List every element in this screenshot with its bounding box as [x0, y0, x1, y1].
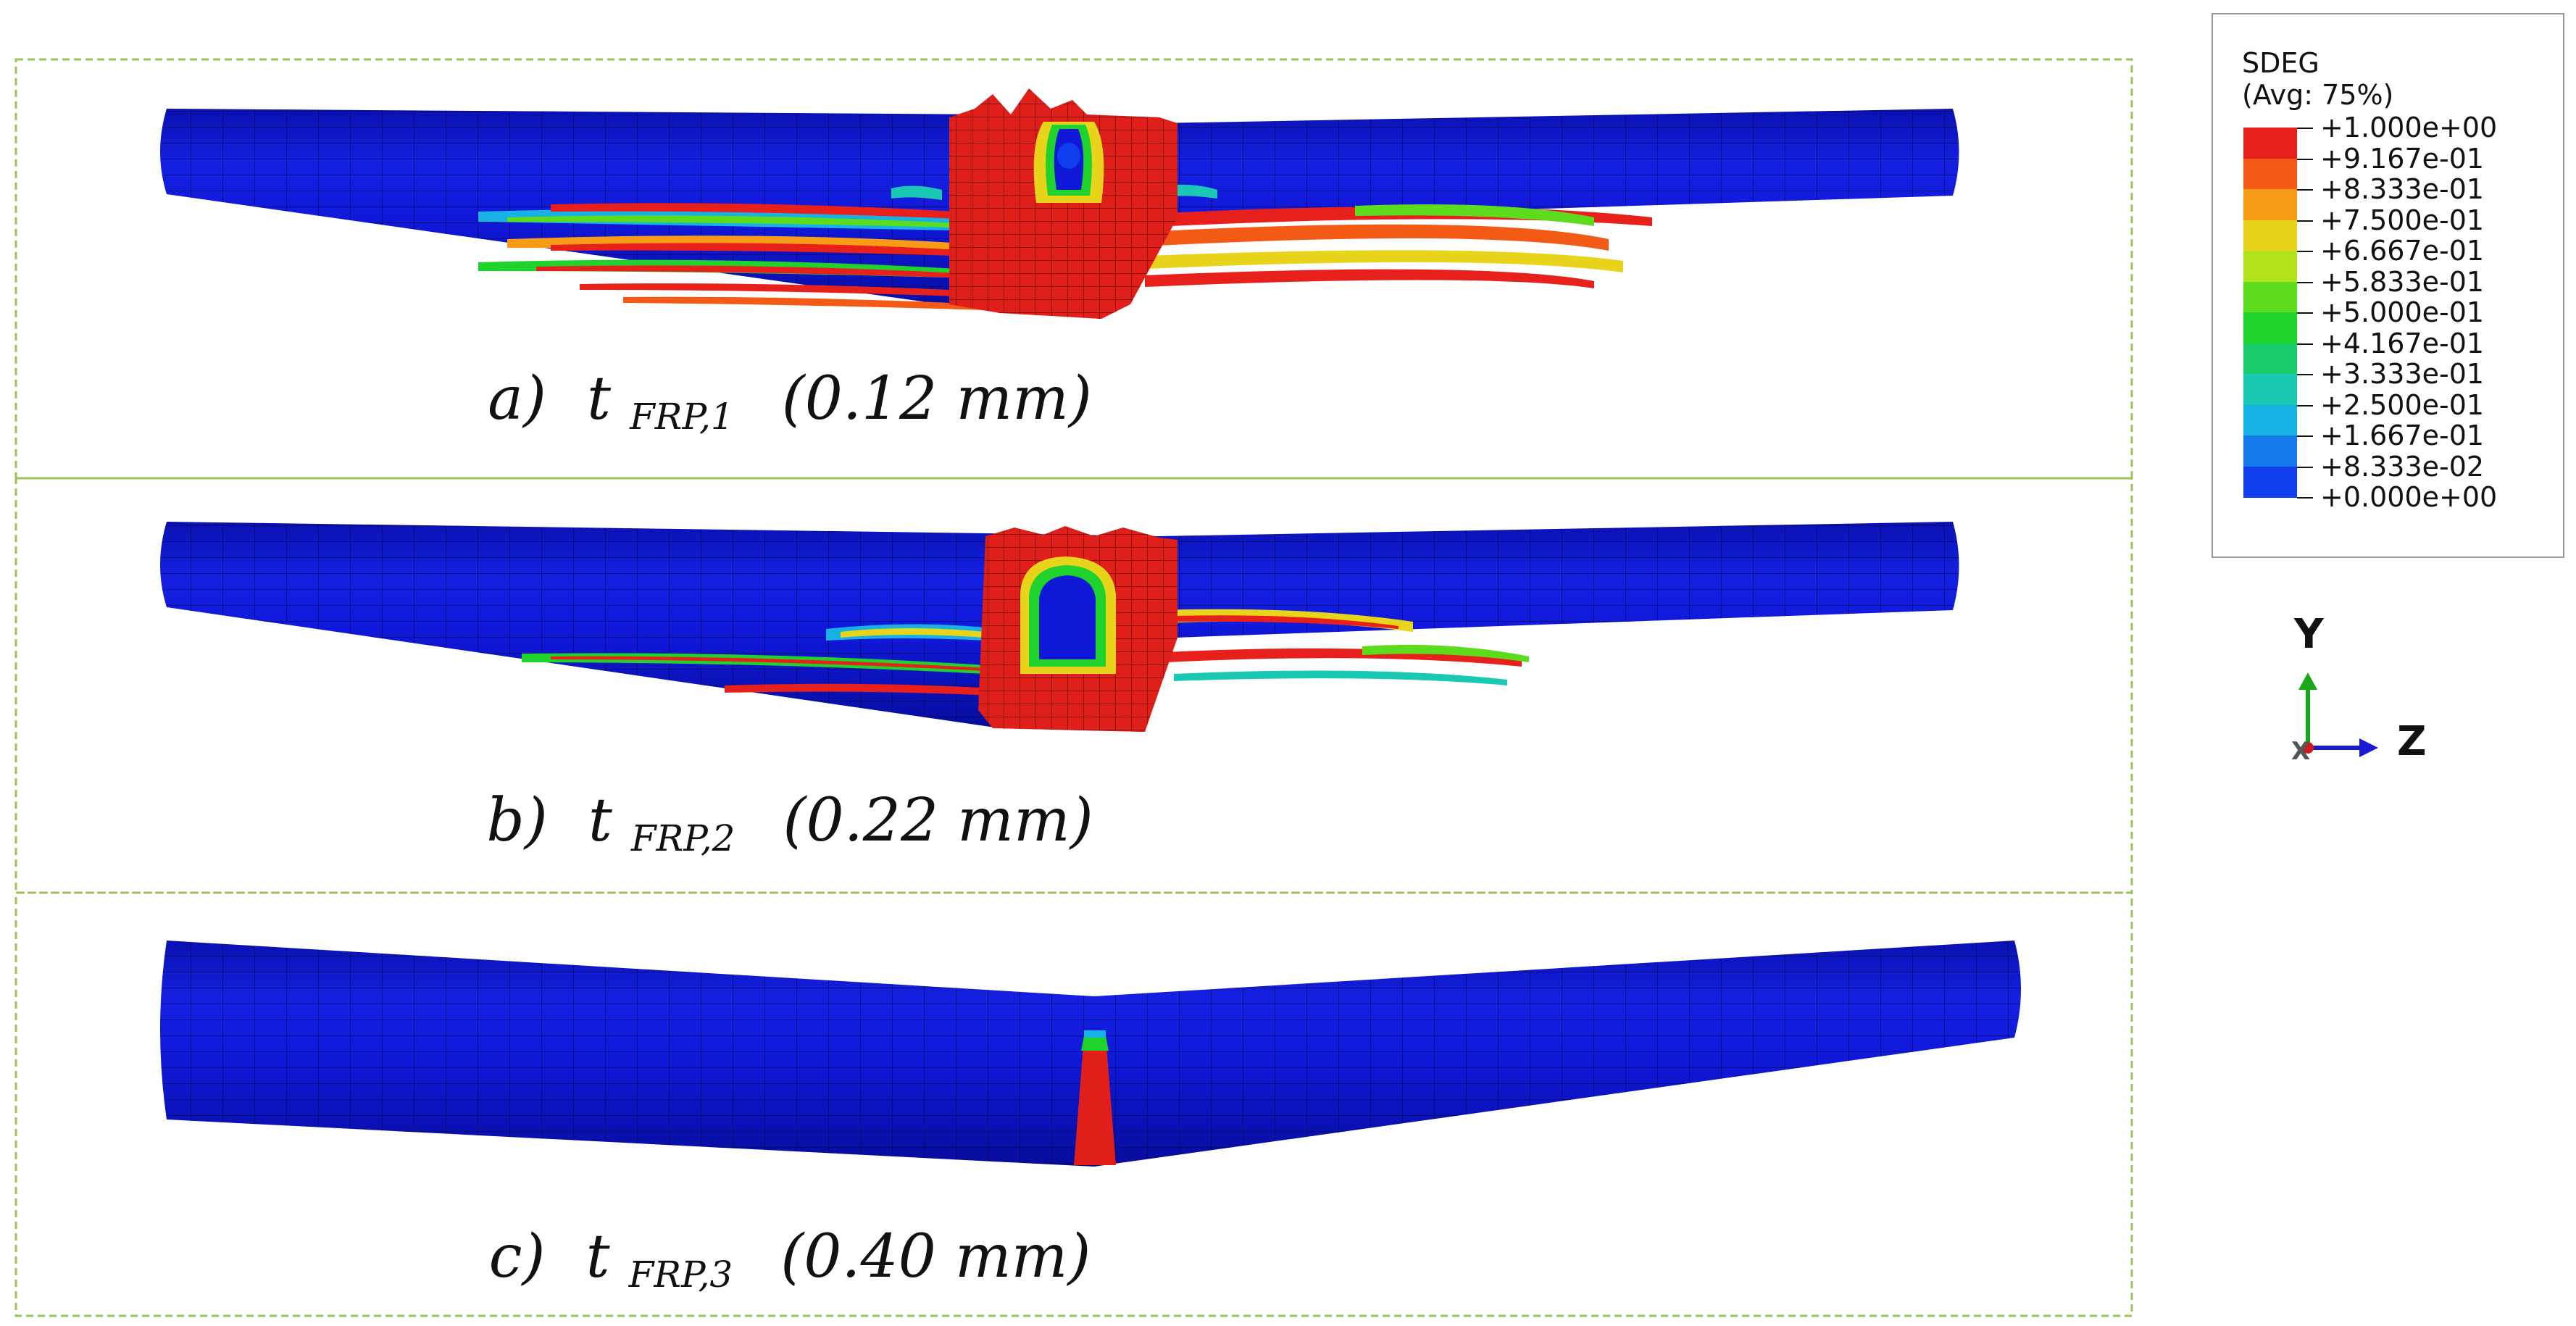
legend-level-label: +1.667e-01 [2320, 420, 2485, 451]
legend-tick [2297, 189, 2313, 191]
legend-swatch [2243, 189, 2297, 220]
caption-c-var: t [586, 1222, 611, 1291]
legend-level-label: +0.000e+00 [2320, 481, 2498, 513]
legend-level-label: +2.500e-01 [2320, 388, 2485, 421]
legend-level-label: +6.667e-01 [2320, 235, 2485, 267]
caption-b-subscript: FRP,2 [630, 817, 735, 859]
legend-tick [2297, 158, 2313, 160]
triad-y-label: Y [2294, 611, 2324, 658]
legend-subtitle: (Avg: 75%) [2242, 79, 2394, 111]
legend-level-label: +5.000e-01 [2320, 296, 2485, 328]
sdeg-legend: SDEG (Avg: 75%) +1.000e+00 +9.167e-01 +8.3… [2212, 13, 2564, 558]
caption-a-var: t [587, 364, 612, 433]
caption-a-subscript: FRP,1 [629, 396, 734, 438]
legend-title: SDEG [2242, 47, 2319, 79]
beam-c-damage-core [1074, 1036, 1116, 1165]
legend-swatch [2243, 435, 2297, 467]
legend-swatch [2243, 312, 2297, 343]
caption-panel-a: a) t FRP,1 (0.12 mm) [488, 364, 1092, 443]
legend-swatch [2243, 128, 2297, 159]
legend-level-label: +8.333e-02 [2320, 450, 2485, 483]
caption-panel-c: c) t FRP,3 (0.40 mm) [489, 1222, 1091, 1301]
legend-tick [2297, 374, 2313, 375]
legend-tick [2297, 435, 2313, 437]
legend-tick [2297, 497, 2313, 499]
legend-tick [2297, 281, 2313, 283]
triad-x-label: X [2291, 737, 2311, 766]
triad-z-label: Z [2397, 718, 2427, 765]
legend-tick [2297, 404, 2313, 406]
caption-b-var: t [588, 786, 613, 855]
caption-a-prefix: a) [488, 364, 546, 433]
caption-c-subscript: FRP,3 [628, 1254, 733, 1296]
legend-swatch [2243, 466, 2297, 498]
triad-origin [2302, 742, 2314, 754]
legend-swatch [2243, 251, 2297, 282]
legend-swatch [2243, 343, 2297, 375]
legend-level-label: +8.333e-01 [2320, 173, 2485, 205]
legend-tick [2297, 220, 2313, 222]
legend-level-label: +7.500e-01 [2320, 204, 2485, 236]
caption-panel-b: b) t FRP,2 (0.22 mm) [486, 786, 1093, 865]
legend-tick [2297, 466, 2313, 468]
legend-level-label: +5.833e-01 [2320, 265, 2485, 298]
legend-swatch [2243, 158, 2297, 190]
legend-level-label: +1.000e+00 [2320, 112, 2498, 143]
legend-tick [2297, 128, 2313, 129]
beam-b [160, 522, 1959, 732]
caption-c-value: (0.40 mm) [780, 1222, 1091, 1291]
beam-a [160, 88, 1959, 319]
beam-b-damage-streaks [522, 609, 1529, 696]
legend-swatch [2243, 281, 2297, 313]
coordinate-triad [2298, 672, 2378, 757]
triad-z-arrowhead [2359, 738, 2378, 757]
caption-c-prefix: c) [489, 1222, 546, 1291]
legend-swatch [2243, 220, 2297, 251]
beam-c [160, 941, 2021, 1167]
caption-a-value: (0.12 mm) [782, 364, 1092, 433]
caption-b-value: (0.22 mm) [783, 786, 1093, 855]
triad-y-arrowhead [2298, 672, 2317, 690]
legend-swatch [2243, 404, 2297, 436]
legend-level-label: +4.167e-01 [2320, 327, 2485, 359]
legend-level-label: +9.167e-01 [2320, 142, 2485, 175]
beam-a-inner-hole [1057, 143, 1080, 169]
legend-tick [2297, 343, 2313, 345]
beam-a-damage-streaks [478, 184, 1652, 310]
legend-tick [2297, 312, 2313, 314]
legend-tick [2297, 251, 2313, 252]
panel-a-frame [14, 58, 2133, 480]
panel-c-frame [14, 891, 2133, 1317]
caption-b-prefix: b) [486, 786, 547, 855]
legend-level-label: +3.333e-01 [2320, 358, 2485, 390]
legend-swatch [2243, 374, 2297, 405]
